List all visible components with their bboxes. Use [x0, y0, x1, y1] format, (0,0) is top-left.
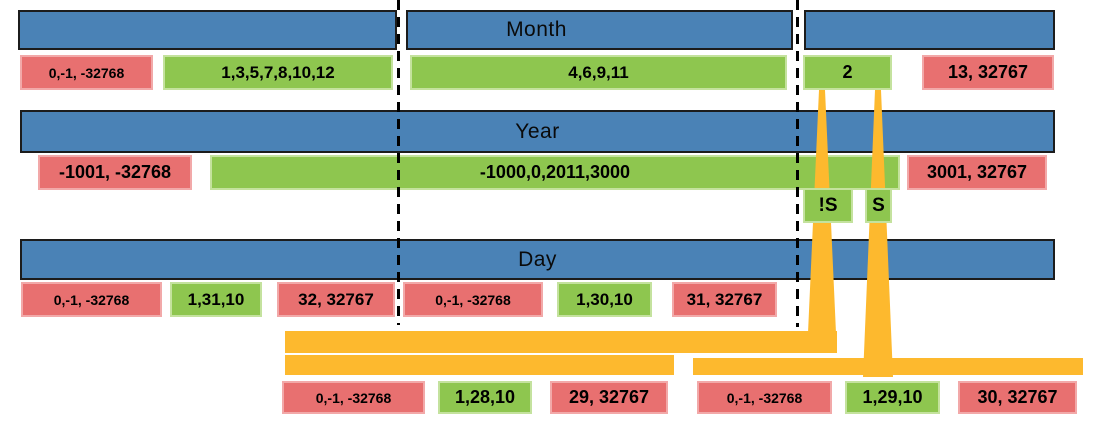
month-bar-segment: [18, 10, 397, 50]
day31-class-valid: 1,31,10: [170, 282, 262, 317]
year-bar-title: Year: [515, 119, 560, 143]
dashed-divider-left: [397, 0, 400, 325]
year-class-invalid-low: -1001, -32768: [38, 155, 192, 190]
month-class-31-day-months: 1,3,5,7,8,10,12: [163, 55, 393, 90]
month-class-invalid-low: 0,-1, -32768: [20, 55, 153, 90]
flow-bar-feb-not-leap-group: [285, 355, 674, 375]
year-class-valid: -1000,0,2011,3000: [210, 155, 900, 190]
month-bar-title: Month: [506, 18, 567, 41]
flow-bar-feb-leap-group: [693, 358, 1083, 375]
feb28-class-valid: 1,28,10: [438, 381, 532, 414]
feb28-class-invalid-low: 0,-1, -32768: [282, 381, 425, 414]
dashed-divider-right: [796, 0, 799, 327]
month-bar-segment: [406, 10, 793, 50]
day30-class-invalid-high: 31, 32767: [672, 282, 777, 317]
leap-class-not-leap: !S: [803, 188, 853, 223]
month-class-february: 2: [803, 55, 892, 90]
feb29-class-invalid-high: 30, 32767: [958, 381, 1077, 414]
month-class-30-day-months: 4,6,9,11: [410, 55, 787, 90]
feb28-class-invalid-high: 29, 32767: [550, 381, 668, 414]
day30-class-valid: 1,30,10: [557, 282, 652, 317]
day31-class-invalid-high: 32, 32767: [277, 282, 395, 317]
year-class-invalid-high: 3001, 32767: [907, 155, 1047, 190]
month-bar-segment: [804, 10, 1055, 50]
day31-class-invalid-low: 0,-1, -32768: [21, 282, 162, 317]
flow-bar-feb-not-leap: [285, 331, 837, 353]
month-class-invalid-high: 13, 32767: [922, 55, 1054, 90]
feb29-class-valid: 1,29,10: [845, 381, 940, 414]
day30-class-invalid-low: 0,-1, -32768: [403, 282, 543, 317]
leap-class-leap: S: [865, 188, 892, 223]
day-bar-title: Day: [518, 247, 557, 271]
feb29-class-invalid-low: 0,-1, -32768: [697, 381, 832, 414]
